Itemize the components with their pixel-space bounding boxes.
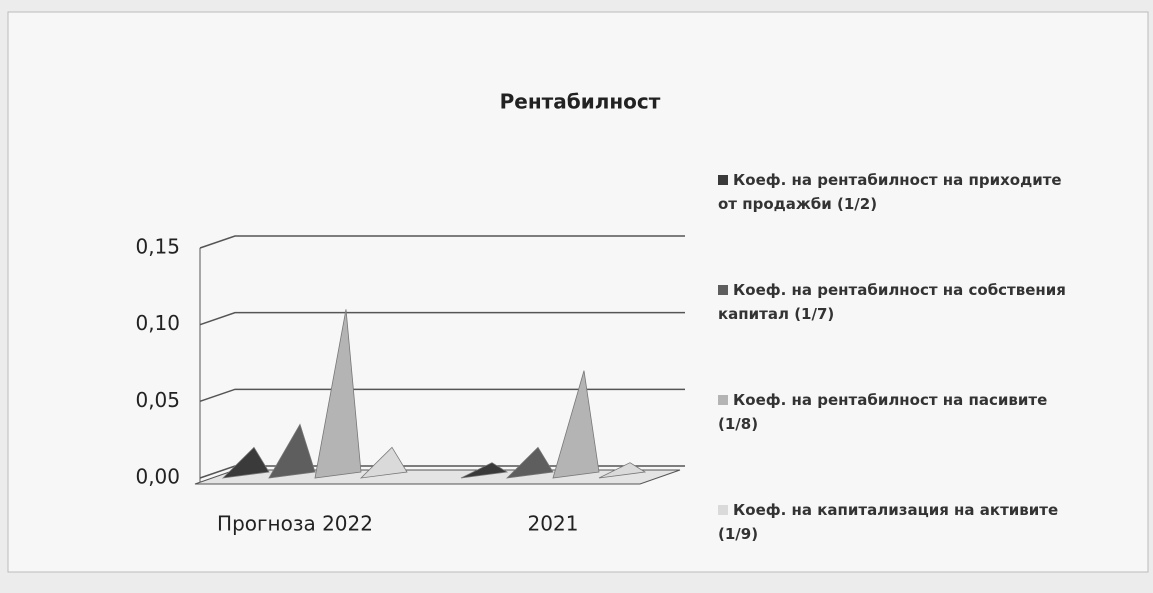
legend-swatch <box>718 395 728 405</box>
y-tick-label: 0,00 <box>135 465 180 489</box>
grid-line <box>199 311 685 326</box>
legend-item: Коеф. на рентабилност на пасивите (1/8) <box>718 388 1078 436</box>
legend-item: Коеф. на капитализация на активите (1/9) <box>718 498 1078 546</box>
legend-label: Коеф. на рентабилност на собствения капи… <box>718 281 1066 323</box>
legend-swatch <box>718 505 728 515</box>
y-tick-label: 0,05 <box>135 388 180 412</box>
legend-item: Коеф. на рентабилност на собствения капи… <box>718 278 1078 326</box>
pyramid <box>359 446 408 479</box>
pyramid <box>268 423 316 479</box>
legend-swatch <box>718 175 728 185</box>
pyramid <box>505 446 554 479</box>
legend-swatch <box>718 285 728 295</box>
legend-label: Коеф. на рентабилност на пасивите (1/8) <box>718 391 1048 433</box>
y-tick-label: 0,15 <box>135 235 180 259</box>
chart-title: Рентабилност <box>500 90 661 114</box>
x-tick-label: Прогноза 2022 <box>217 512 373 536</box>
pyramid <box>221 446 270 479</box>
pyramid <box>314 309 362 479</box>
pyramid <box>460 462 509 479</box>
pyramid <box>552 370 600 479</box>
grid-line <box>199 235 685 249</box>
x-tick-label: 2021 <box>528 512 579 536</box>
legend-label: Коеф. на капитализация на активите (1/9) <box>718 501 1059 543</box>
grid-line <box>199 388 685 403</box>
legend-label: Коеф. на рентабилност на приходите от пр… <box>718 171 1062 213</box>
legend-item: Коеф. на рентабилност на приходите от пр… <box>718 168 1078 216</box>
pyramid <box>598 462 647 479</box>
y-tick-label: 0,10 <box>135 311 180 335</box>
